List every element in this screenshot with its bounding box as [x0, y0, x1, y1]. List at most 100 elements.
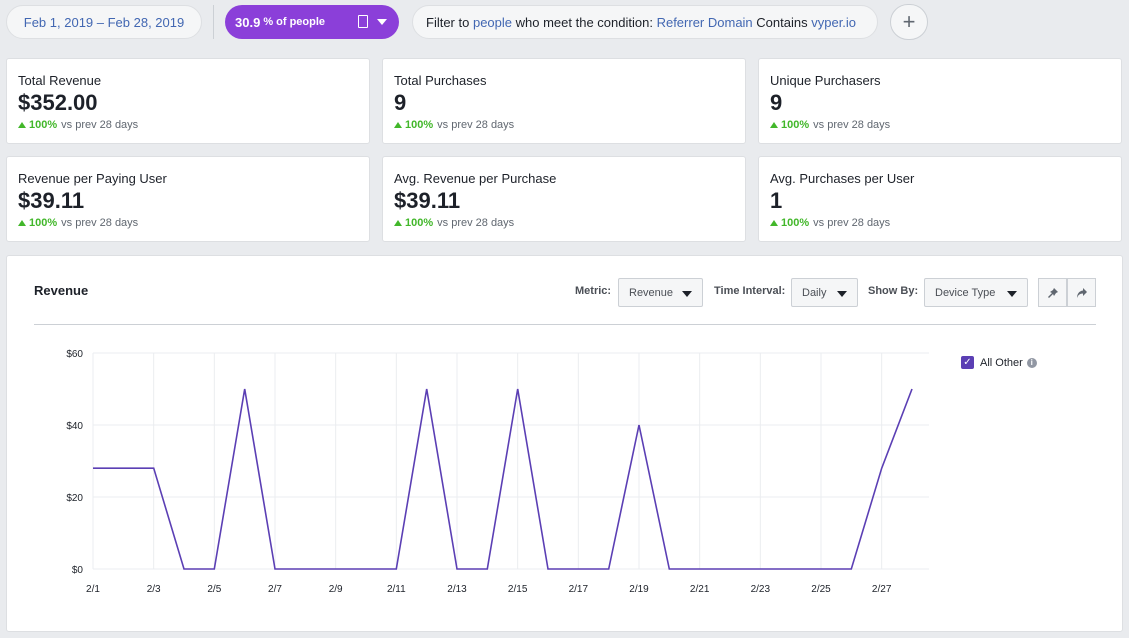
segment-selector[interactable]: 30.9 % of people [225, 5, 399, 39]
condition-value-link[interactable]: vyper.io [811, 14, 857, 30]
filter-bar: Feb 1, 2019 – Feb 28, 2019 30.9 % of peo… [0, 0, 1129, 46]
bookmark-icon[interactable] [358, 15, 368, 28]
x-tick-label: 2/23 [751, 584, 771, 595]
x-tick-label: 2/21 [690, 584, 710, 595]
showby-dropdown[interactable]: Device Type [924, 278, 1028, 307]
metric-dropdown[interactable]: Revenue [618, 278, 703, 307]
kpi-change-label: vs prev 28 days [813, 119, 891, 131]
share-button[interactable] [1067, 278, 1096, 307]
kpi-card-total-purchases: Total Purchases 9 100% vs prev 28 days [382, 58, 746, 144]
kpi-change: 100% vs prev 28 days [18, 217, 358, 229]
kpi-value: 9 [770, 90, 783, 115]
interval-dropdown[interactable]: Daily [791, 278, 858, 307]
interval-label: Time Interval: [714, 285, 786, 297]
kpi-change-percent: 100% [29, 119, 58, 131]
kpi-change-label: vs prev 28 days [437, 217, 515, 229]
kpi-value: 1 [770, 188, 783, 213]
kpi-change: 100% vs prev 28 days [18, 119, 358, 131]
chart-title: Revenue [34, 283, 89, 298]
kpi-card-total-revenue: Total Revenue $352.00 100% vs prev 28 da… [6, 58, 370, 144]
showby-value: Device Type [935, 286, 996, 299]
x-tick-label: 2/3 [147, 584, 161, 595]
panel-divider [34, 324, 1096, 325]
condition-operator: Contains [756, 14, 808, 30]
kpi-change: 100% vs prev 28 days [770, 119, 1110, 131]
y-tick-label: $20 [66, 493, 83, 504]
chevron-down-icon [682, 291, 692, 297]
kpi-title: Unique Purchasers [770, 73, 881, 88]
kpi-change-label: vs prev 28 days [813, 217, 891, 229]
arrow-up-icon [18, 220, 26, 226]
kpi-change: 100% vs prev 28 days [770, 217, 1110, 229]
kpi-change-percent: 100% [29, 217, 58, 229]
revenue-chart-panel: Revenue Metric: Revenue Time Interval: D… [6, 255, 1123, 632]
metric-value: Revenue [629, 286, 674, 299]
kpi-title: Total Revenue [18, 73, 102, 88]
showby-label: Show By: [868, 285, 919, 297]
arrow-up-icon [770, 122, 778, 128]
kpi-change-percent: 100% [405, 217, 434, 229]
add-filter-button[interactable]: + [890, 4, 928, 40]
kpi-title: Avg. Revenue per Purchase [394, 171, 557, 186]
kpi-title: Revenue per Paying User [18, 171, 167, 186]
divider [213, 5, 214, 39]
kpi-value: $39.11 [394, 188, 461, 213]
kpi-change-label: vs prev 28 days [61, 217, 139, 229]
y-tick-label: $60 [66, 349, 83, 360]
kpi-change-percent: 100% [405, 119, 434, 131]
arrow-up-icon [18, 122, 26, 128]
kpi-change: 100% vs prev 28 days [394, 119, 734, 131]
revenue-line-chart: $0 $20 $40 $60 2/1 2/3 2/5 2/7 2/9 2/11 2/13 2/15 2/… [66, 349, 929, 595]
x-tick-label: 2/1 [86, 584, 100, 595]
legend-checkbox[interactable]: ✓ [961, 356, 974, 369]
kpi-change: 100% vs prev 28 days [394, 217, 734, 229]
kpi-title: Total Purchases [394, 73, 487, 88]
arrow-up-icon [394, 220, 402, 226]
kpi-title: Avg. Purchases per User [770, 171, 915, 186]
chart-legend: ✓ All Other i [961, 356, 1037, 369]
condition-people-link[interactable]: people [472, 14, 513, 30]
x-tick-label: 2/15 [508, 584, 528, 595]
x-tick-label: 2/17 [569, 584, 589, 595]
kpi-change-label: vs prev 28 days [61, 119, 139, 131]
kpi-card-avg-revenue-per-purchase: Avg. Revenue per Purchase $39.11 100% vs… [382, 156, 746, 242]
plus-icon: + [902, 9, 916, 34]
y-tick-label: $0 [72, 565, 84, 576]
kpi-card-avg-purchases-per-user: Avg. Purchases per User 1 100% vs prev 2… [758, 156, 1122, 242]
x-tick-label: 2/27 [872, 584, 892, 595]
metric-label: Metric: [575, 285, 612, 297]
kpi-value: $352.00 [18, 90, 98, 115]
pin-button[interactable] [1038, 278, 1067, 307]
kpi-value: $39.11 [18, 188, 85, 213]
condition-prefix: Filter to [426, 14, 470, 30]
kpi-card-revenue-per-paying-user: Revenue per Paying User $39.11 100% vs p… [6, 156, 370, 242]
arrow-up-icon [770, 220, 778, 226]
info-icon[interactable]: i [1026, 357, 1037, 368]
pin-icon [1047, 287, 1058, 298]
interval-value: Daily [802, 286, 827, 299]
condition-middle: who meet the condition: [515, 14, 653, 30]
kpi-value: 9 [394, 90, 407, 115]
kpi-change-label: vs prev 28 days [437, 119, 515, 131]
chevron-down-icon[interactable] [377, 19, 387, 25]
x-tick-label: 2/7 [268, 584, 282, 595]
legend-label: All Other [980, 356, 1023, 369]
date-range-label: Feb 1, 2019 – Feb 28, 2019 [23, 14, 185, 30]
x-tick-label: 2/11 [387, 584, 406, 595]
chevron-down-icon [1007, 291, 1017, 297]
series-line-all-other [93, 388, 913, 570]
segment-percent: 30.9 [235, 14, 261, 30]
condition-field-link[interactable]: Referrer Domain [656, 14, 753, 30]
kpi-change-percent: 100% [781, 217, 810, 229]
condition-filter[interactable]: Filter to people who meet the condition:… [412, 5, 878, 39]
x-tick-label: 2/9 [329, 584, 343, 595]
share-icon [1076, 287, 1087, 298]
segment-label: % of people [263, 16, 326, 28]
chevron-down-icon [837, 291, 847, 297]
x-tick-label: 2/25 [811, 584, 831, 595]
kpi-card-unique-purchasers: Unique Purchasers 9 100% vs prev 28 days [758, 58, 1122, 144]
x-tick-label: 2/13 [447, 584, 467, 595]
y-tick-label: $40 [66, 421, 83, 432]
date-range-picker[interactable]: Feb 1, 2019 – Feb 28, 2019 [6, 5, 202, 39]
x-tick-label: 2/19 [629, 584, 649, 595]
